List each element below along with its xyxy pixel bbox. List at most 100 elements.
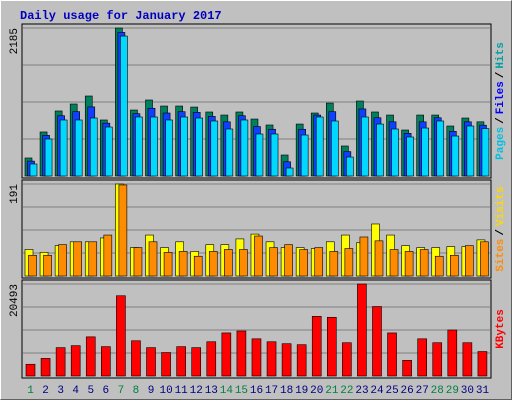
bar [103, 234, 113, 277]
bar [131, 340, 141, 377]
bar [284, 244, 293, 277]
bar [135, 116, 143, 177]
bar [359, 236, 369, 277]
bar [406, 136, 414, 177]
x-tick-label: 2 [42, 385, 49, 397]
legend-entry: Sites [495, 239, 507, 272]
x-tick-label: 13 [205, 385, 218, 397]
bar [450, 254, 459, 277]
bar [148, 241, 158, 277]
x-tick-label: 28 [431, 385, 444, 397]
legend: KBytes [495, 309, 507, 349]
bar [85, 336, 96, 377]
legend-entry: KBytes [495, 309, 507, 349]
bar [191, 347, 202, 377]
bar [270, 133, 279, 177]
bar [105, 126, 113, 177]
x-tick-label: 11 [175, 385, 189, 397]
bar [178, 251, 188, 277]
bar [266, 341, 277, 377]
bar [480, 241, 489, 277]
bar [311, 316, 322, 377]
legend-entry: Visits [495, 186, 507, 226]
bar [391, 128, 399, 177]
legend-separator: / [495, 229, 507, 236]
x-tick-label: 9 [148, 385, 155, 397]
bar [374, 240, 384, 277]
x-tick-label: 31 [476, 385, 490, 397]
bar [389, 249, 399, 277]
x-tick-label: 14 [220, 385, 234, 397]
x-tick-label: 3 [57, 385, 64, 397]
bar [436, 120, 445, 177]
bar [326, 316, 337, 377]
bar [344, 248, 354, 277]
bar [285, 167, 294, 177]
x-tick-label: 5 [87, 385, 94, 397]
bar [70, 345, 81, 377]
bar [299, 249, 308, 277]
x-tick-label: 16 [250, 385, 263, 397]
bar [208, 251, 218, 277]
bar [118, 184, 128, 277]
bar [59, 119, 68, 177]
x-tick-label: 4 [72, 385, 79, 397]
bar [163, 252, 173, 277]
y-tick-label: 20493 [9, 284, 21, 317]
bar [434, 255, 444, 277]
bar [88, 241, 98, 277]
x-tick-label: 25 [385, 385, 398, 397]
bar [300, 134, 309, 177]
bar [206, 341, 217, 377]
bar [346, 156, 354, 177]
legend-entry: Files [495, 81, 507, 114]
x-tick-label: 20 [310, 385, 323, 397]
bar [221, 332, 232, 377]
bar [44, 138, 53, 177]
bar [342, 342, 352, 377]
bar [74, 119, 83, 177]
x-tick-label: 23 [355, 385, 368, 397]
bar [165, 119, 173, 177]
bar [195, 117, 204, 177]
bar [419, 249, 429, 277]
bar [240, 119, 249, 177]
bar [176, 346, 186, 377]
legend-separator: / [495, 71, 507, 78]
bar [133, 247, 143, 277]
x-tick-label: 21 [325, 385, 339, 397]
bar [314, 247, 324, 277]
bar [89, 117, 98, 177]
bar [402, 360, 412, 377]
x-tick-label: 26 [401, 385, 414, 397]
bar [357, 283, 367, 377]
bar [58, 244, 67, 277]
x-tick-label: 10 [160, 385, 173, 397]
bar [451, 135, 460, 177]
bar [116, 295, 126, 377]
bar [40, 358, 51, 377]
bar [417, 338, 427, 377]
x-tick-label: 8 [133, 385, 140, 397]
y-tick-label: 191 [9, 184, 21, 204]
y-tick-label: 2185 [9, 28, 21, 54]
bar [462, 342, 473, 377]
legend-entry: Hits [495, 42, 507, 68]
bar [254, 235, 263, 277]
x-tick-label: 1 [27, 385, 34, 397]
bar [43, 254, 52, 277]
bar [465, 245, 474, 277]
bar [281, 343, 292, 377]
bar [269, 247, 278, 277]
bar [239, 249, 248, 277]
x-tick-label: 19 [295, 385, 308, 397]
x-tick-label: 22 [340, 385, 353, 397]
x-tick-label: 6 [103, 385, 110, 397]
legend: Pages / Files / Hits [495, 42, 507, 160]
bar [225, 128, 234, 177]
x-tick-label: 30 [461, 385, 474, 397]
bar [210, 120, 219, 177]
bar [28, 254, 37, 277]
